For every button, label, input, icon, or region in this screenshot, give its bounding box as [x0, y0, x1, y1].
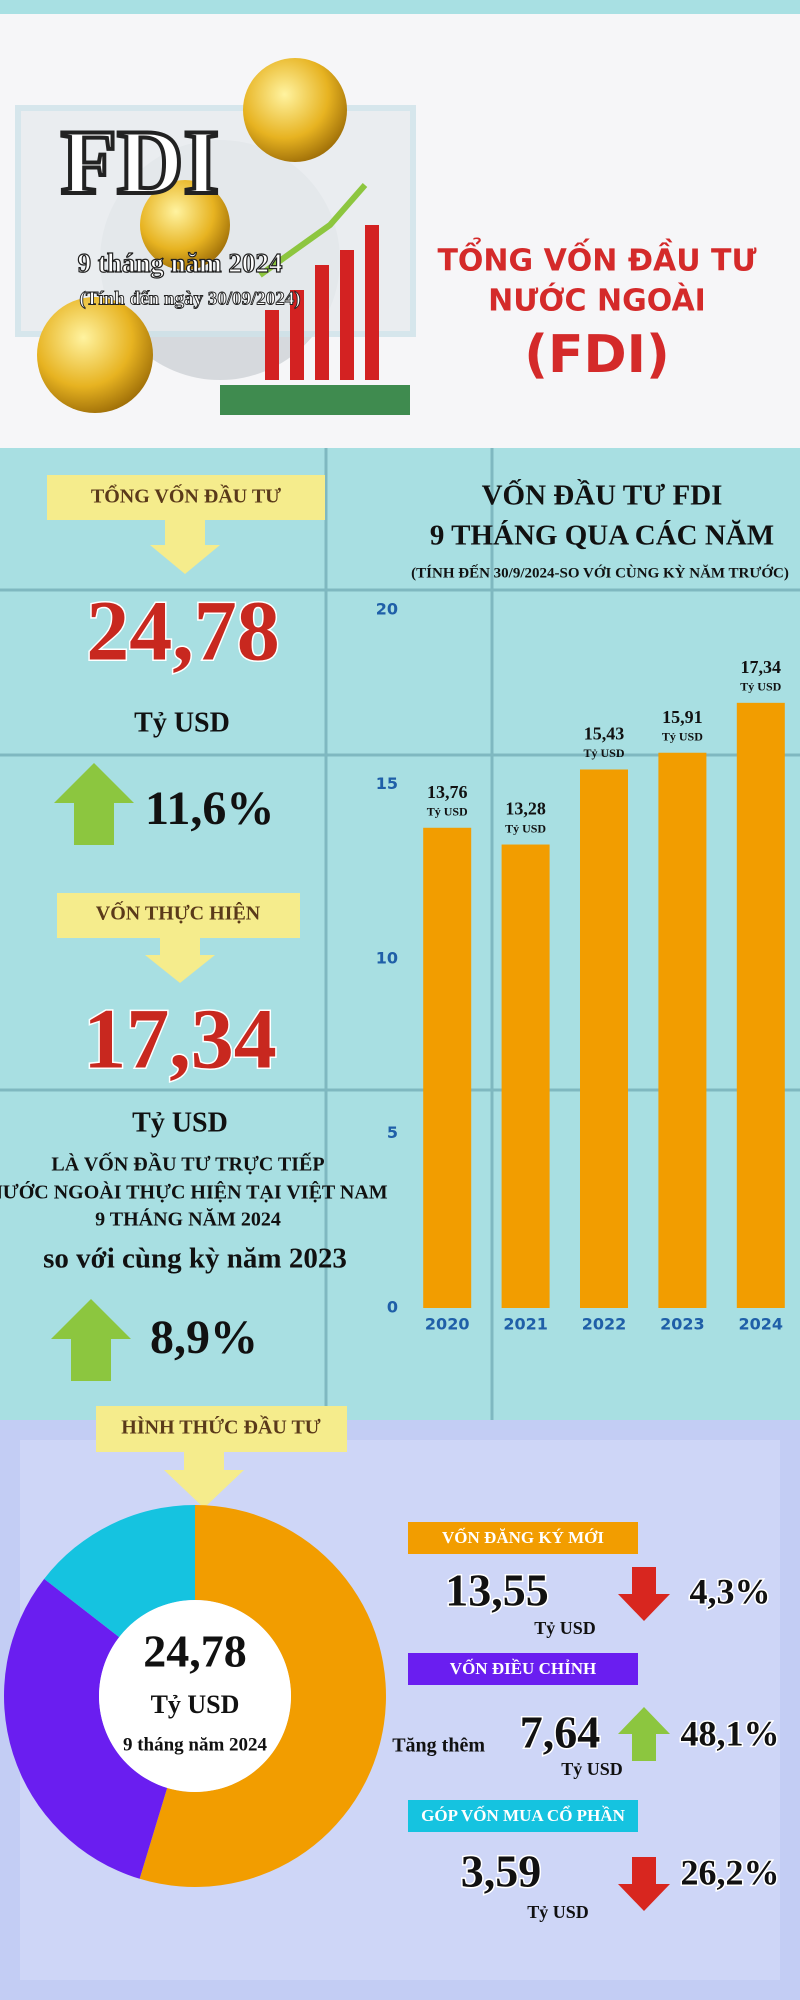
coin	[140, 180, 230, 270]
value-unit: Tỷ USD	[662, 729, 703, 743]
value-label: 17,34	[741, 657, 782, 677]
value-unit: Tỷ USD	[583, 746, 624, 760]
y-tick-label: 20	[376, 600, 398, 619]
center-unit: Tỷ USD	[151, 1690, 240, 1719]
donut-slice	[44, 1505, 195, 1638]
x-tick-label: 2021	[503, 1315, 548, 1334]
value-label: 13,76	[427, 782, 468, 802]
form-change: 48,1%	[681, 1713, 780, 1753]
arrow-down	[618, 1567, 670, 1621]
coin	[243, 58, 347, 162]
arrow-up	[51, 1299, 131, 1381]
bar	[658, 752, 707, 1308]
headline: TỔNG VỐN ĐẦU TƯ	[437, 237, 756, 279]
label-box	[47, 475, 325, 520]
header-title: FDI	[61, 111, 219, 213]
form-label: GÓP VỐN MUA CỔ PHẦN	[421, 1805, 625, 1825]
bar	[736, 702, 785, 1308]
center-value: 24,78	[143, 1626, 247, 1677]
form-label: VỐN ĐĂNG KÝ MỚI	[442, 1527, 604, 1547]
bar	[580, 769, 628, 1308]
y-tick-label: 15	[376, 774, 398, 793]
value-unit: Tỷ USD	[505, 821, 546, 835]
header-period: 9 tháng năm 2024	[78, 248, 283, 278]
arrow-down	[164, 1452, 244, 1508]
y-tick-label: 5	[387, 1123, 398, 1142]
y-tick-label: 0	[387, 1298, 398, 1317]
label-box	[408, 1800, 638, 1832]
chart-title: 9 THÁNG QUA CÁC NĂM	[430, 519, 774, 552]
form-value: 13,55	[445, 1565, 549, 1616]
form-unit: Tỷ USD	[527, 1902, 589, 1922]
total-value: 24,78	[86, 583, 280, 679]
bar-decoration	[220, 183, 410, 415]
headline: NƯỚC NGOÀI	[488, 282, 706, 319]
arrow-up	[54, 763, 134, 845]
form-change: 4,3%	[690, 1571, 771, 1611]
y-tick-label: 10	[376, 949, 398, 968]
unit: Tỷ USD	[132, 1107, 228, 1138]
form-unit: Tỷ USD	[561, 1759, 623, 1779]
x-tick-label: 2024	[739, 1315, 784, 1334]
compare: so với cùng kỳ năm 2023	[43, 1243, 347, 1275]
label-box	[408, 1653, 638, 1685]
x-tick-label: 2023	[660, 1315, 705, 1334]
center-note: 9 tháng năm 2024	[123, 1734, 268, 1755]
arrow-down	[145, 938, 215, 983]
desc: NƯỚC NGOÀI THỰC HIỆN TẠI VIỆT NAM	[0, 1180, 388, 1204]
donut-hole	[99, 1600, 291, 1792]
total-change: 11,6%	[145, 782, 274, 835]
top-band	[0, 0, 800, 14]
form-prefix: Tăng thêm	[392, 1735, 485, 1757]
coin	[37, 297, 153, 413]
donut-slice	[3, 1578, 168, 1879]
chart-title: VỐN ĐẦU TƯ FDI	[482, 478, 723, 512]
desc: 9 THÁNG NĂM 2024	[95, 1207, 281, 1231]
headline: (FDI)	[524, 325, 670, 385]
arrow-up	[618, 1707, 670, 1761]
x-tick-label: 2020	[425, 1315, 470, 1334]
desc: LÀ VỐN ĐẦU TƯ TRỰC TIẾP	[51, 1152, 324, 1176]
label-box	[408, 1522, 638, 1554]
value-label: 13,28	[505, 799, 546, 819]
x-tick-label: 2022	[582, 1315, 627, 1334]
form-value: 3,59	[461, 1846, 542, 1897]
bar	[501, 844, 550, 1308]
form-value: 7,64	[520, 1707, 601, 1758]
realized-value: 17,34	[83, 991, 277, 1087]
section-label: HÌNH THỨC ĐẦU TƯ	[121, 1415, 321, 1439]
value-unit: Tỷ USD	[740, 680, 781, 694]
donut-slice	[139, 1505, 386, 1887]
label-box	[96, 1406, 347, 1452]
value-unit: Tỷ USD	[427, 805, 468, 819]
arrow-down	[150, 520, 220, 574]
label-box	[57, 893, 300, 938]
charts: VỐN ĐẦU TƯ FDI 9 THÁNG QUA CÁC NĂM (TÍNH Đ…	[3, 478, 789, 1922]
chart-subtitle: (TÍNH ĐẾN 30/9/2024-SO VỚI CÙNG KỲ NĂM T…	[411, 564, 789, 581]
value-label: 15,43	[584, 724, 625, 744]
header-as-of: (Tính đến ngày 30/09/2024)	[79, 288, 300, 309]
value-label: 15,91	[662, 707, 703, 727]
form-unit: Tỷ USD	[534, 1618, 596, 1638]
arrow-down	[618, 1857, 670, 1911]
realized-change: 8,9%	[150, 1311, 258, 1364]
section-label: TỔNG VỐN ĐẦU TƯ	[91, 484, 281, 508]
section-label: VỐN THỰC HIỆN	[96, 901, 261, 925]
background-grid	[0, 448, 800, 1420]
form-change: 26,2%	[681, 1852, 780, 1892]
unit: Tỷ USD	[134, 707, 230, 738]
bar	[423, 827, 472, 1308]
form-label: VỐN ĐIỀU CHỈNH	[450, 1658, 596, 1678]
